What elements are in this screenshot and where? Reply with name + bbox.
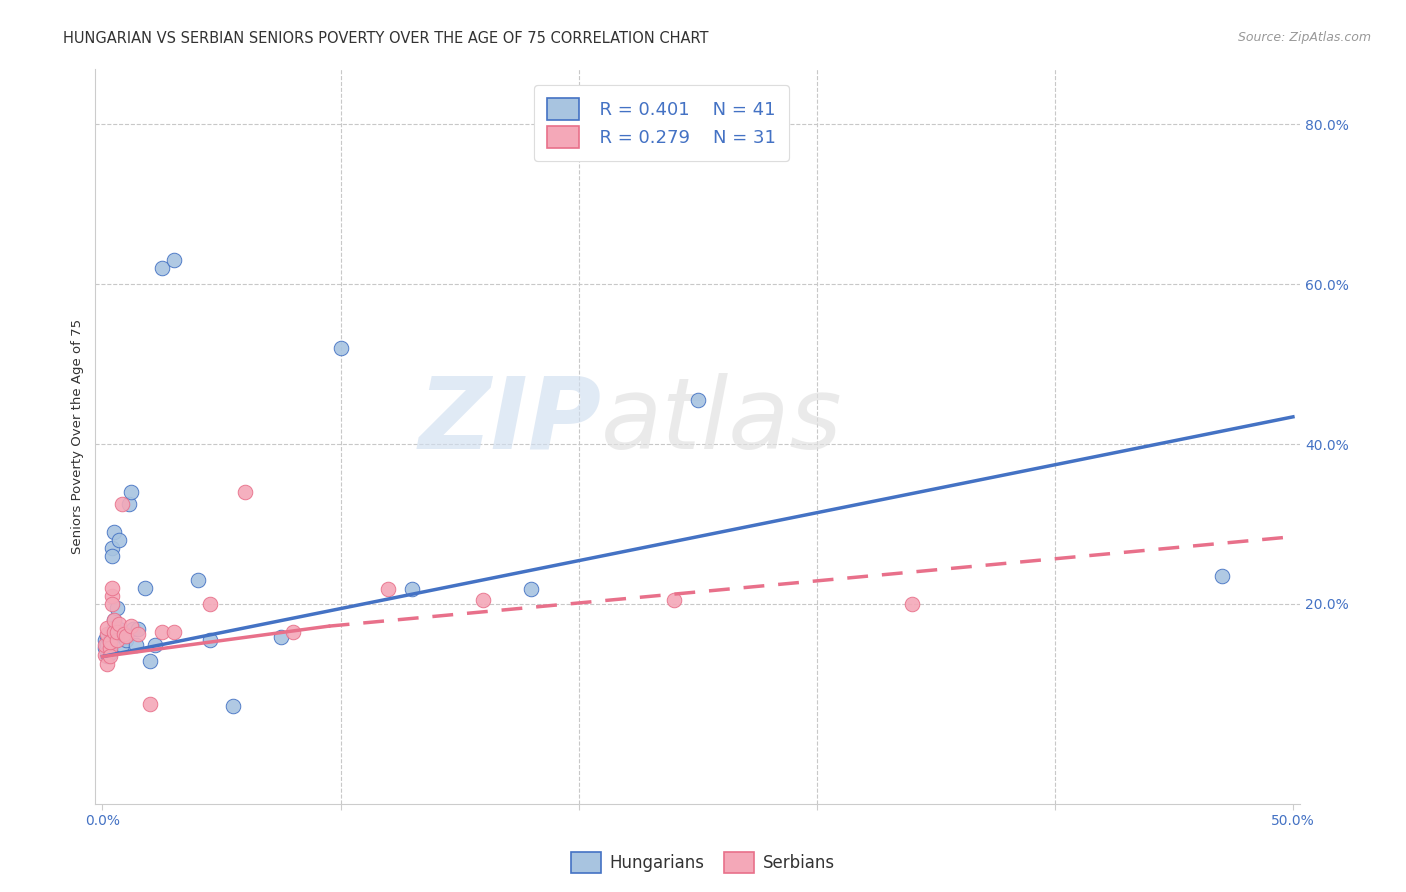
Point — [198, 632, 221, 647]
Point — [98, 646, 121, 660]
Point — [377, 582, 399, 597]
Point — [105, 600, 128, 615]
Point — [94, 638, 117, 652]
Point — [101, 549, 124, 563]
Point — [329, 341, 352, 355]
Point — [120, 619, 142, 633]
Point — [222, 699, 245, 714]
Point — [686, 393, 709, 408]
Point — [103, 524, 125, 539]
Point — [143, 638, 166, 652]
Point — [103, 613, 125, 627]
Point — [110, 497, 132, 511]
Point — [150, 624, 173, 639]
Point — [401, 582, 423, 597]
Point — [96, 648, 118, 663]
Point — [112, 627, 135, 641]
Point — [105, 632, 128, 647]
Point — [127, 627, 149, 641]
Point — [103, 621, 125, 635]
Point — [108, 616, 131, 631]
Point — [662, 592, 685, 607]
Point — [98, 648, 121, 663]
Legend: Hungarians, Serbians: Hungarians, Serbians — [564, 846, 842, 880]
Point — [139, 654, 162, 668]
Point — [520, 582, 543, 597]
Point — [98, 645, 121, 659]
Point — [472, 592, 495, 607]
Point — [94, 640, 117, 655]
Point — [115, 632, 138, 647]
Point — [108, 533, 131, 547]
Point — [101, 581, 124, 595]
Point — [98, 635, 121, 649]
Text: ZIP: ZIP — [419, 373, 602, 470]
Text: HUNGARIAN VS SERBIAN SENIORS POVERTY OVER THE AGE OF 75 CORRELATION CHART: HUNGARIAN VS SERBIAN SENIORS POVERTY OVE… — [63, 31, 709, 46]
Point — [98, 640, 121, 655]
Point — [98, 632, 121, 647]
Point — [101, 597, 124, 611]
Text: atlas: atlas — [602, 373, 844, 470]
Point — [103, 624, 125, 639]
Point — [118, 497, 141, 511]
Text: Source: ZipAtlas.com: Source: ZipAtlas.com — [1237, 31, 1371, 45]
Point — [96, 657, 118, 671]
Point — [1211, 569, 1233, 583]
Point — [134, 581, 156, 595]
Point — [281, 624, 304, 639]
Point — [96, 638, 118, 652]
Point — [105, 624, 128, 639]
Point — [163, 624, 186, 639]
Point — [150, 261, 173, 276]
Point — [187, 573, 209, 587]
Point — [115, 629, 138, 643]
Point — [98, 640, 121, 655]
Point — [110, 638, 132, 652]
Legend:   R = 0.401    N = 41,   R = 0.279    N = 31: R = 0.401 N = 41, R = 0.279 N = 31 — [534, 85, 789, 161]
Point — [94, 632, 117, 647]
Point — [127, 623, 149, 637]
Point — [101, 624, 124, 639]
Point — [120, 485, 142, 500]
Point — [96, 627, 118, 641]
Point — [98, 635, 121, 649]
Point — [125, 638, 148, 652]
Point — [163, 253, 186, 268]
Point — [901, 597, 924, 611]
Point — [96, 621, 118, 635]
Point — [96, 629, 118, 643]
Point — [101, 589, 124, 603]
Y-axis label: Seniors Poverty Over the Age of 75: Seniors Poverty Over the Age of 75 — [72, 318, 84, 554]
Point — [108, 623, 131, 637]
Point — [198, 597, 221, 611]
Point — [139, 697, 162, 711]
Point — [122, 623, 145, 637]
Point — [235, 485, 257, 500]
Point — [112, 631, 135, 645]
Point — [94, 648, 117, 662]
Point — [103, 613, 125, 627]
Point — [101, 541, 124, 555]
Point — [270, 631, 292, 645]
